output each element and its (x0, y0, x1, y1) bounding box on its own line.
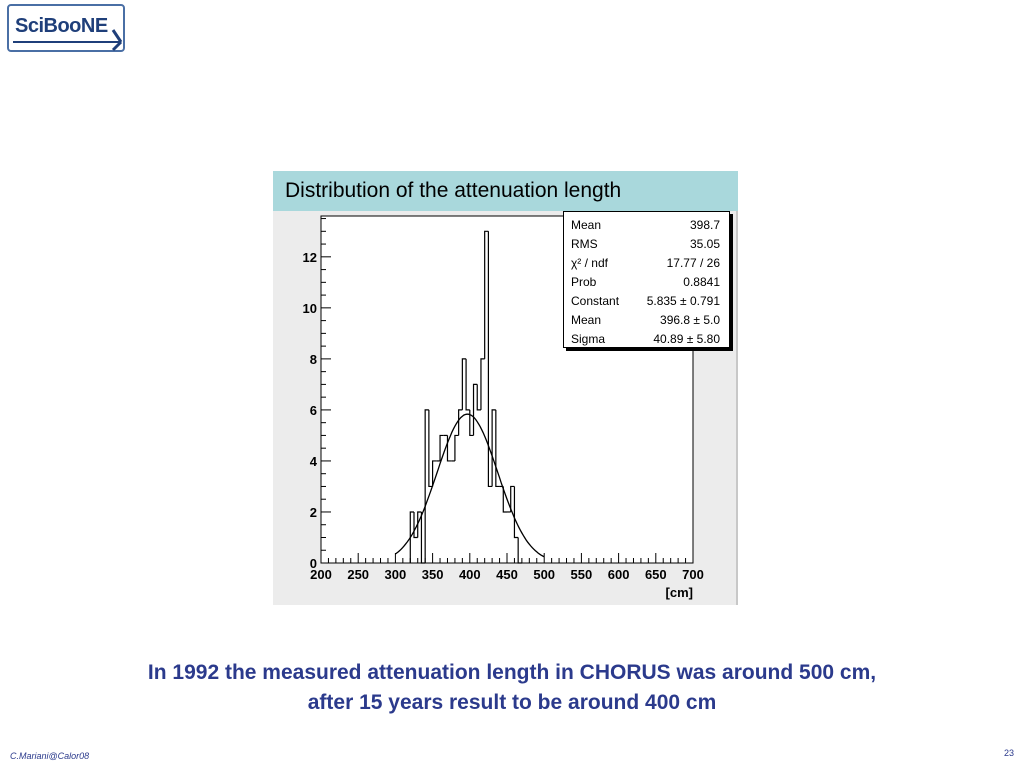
stat-row: Sigma 40.89 ± 5.80 (571, 330, 720, 348)
x-tick-label: 550 (571, 567, 593, 582)
stat-label: Constant (571, 294, 620, 308)
x-axis-label: [cm] (666, 585, 693, 600)
histogram-bin (487, 231, 493, 488)
x-tick-label: 300 (385, 567, 407, 582)
histogram-bin (502, 486, 507, 513)
stat-value: 0.8841 (683, 275, 720, 289)
stat-row: RMS 35.05 (571, 235, 720, 253)
caption-line-2: after 15 years result to be around 400 c… (307, 691, 717, 714)
histogram-bin (476, 384, 481, 411)
histogram-bin (461, 358, 467, 410)
histogram-bin (454, 434, 459, 461)
y-tick-label: 12 (303, 250, 317, 265)
y-tick-label: 6 (310, 403, 317, 418)
x-tick-label: 400 (459, 567, 481, 582)
histogram-bin (458, 409, 463, 436)
stat-value: 17.77 / 26 (666, 256, 720, 270)
stat-row: Mean 398.7 (571, 216, 720, 234)
histogram-bin (495, 409, 500, 488)
histogram-bin (432, 460, 437, 487)
x-tick-label: 650 (645, 567, 667, 582)
stat-label: χ² / ndf (571, 256, 608, 270)
stat-label: Sigma (571, 332, 606, 346)
stat-label: Prob (571, 275, 597, 289)
histogram-bin (484, 230, 489, 359)
histogram-bin (428, 409, 433, 488)
stat-label: RMS (571, 237, 598, 251)
histogram-bin (510, 485, 515, 512)
gaussian-fit-curve (395, 413, 545, 558)
histogram-bin (439, 434, 444, 461)
x-tick-label: 200 (310, 567, 332, 582)
y-tick-label: 10 (303, 301, 317, 316)
histogram-bin (465, 358, 470, 411)
chart-title: Distribution of the attenuation length (273, 171, 738, 211)
x-tick-label: 450 (496, 567, 518, 582)
stat-value: 40.89 ± 5.80 (653, 332, 720, 346)
histogram-bin (513, 486, 519, 539)
histogram-bin (469, 409, 474, 437)
stat-row: Prob 0.8841 (571, 273, 720, 291)
stat-label: Mean (571, 313, 602, 327)
y-tick-label: 4 (310, 454, 318, 469)
y-tick-label: 2 (310, 505, 317, 520)
stat-row: χ² / ndf 17.77 / 26 (571, 254, 720, 272)
x-tick-label: 250 (347, 567, 369, 582)
x-tick-label: 500 (533, 567, 555, 582)
histogram-bin (424, 409, 429, 563)
logo-text: SciBooNE (15, 15, 108, 37)
stat-label: Mean (571, 218, 602, 232)
histogram-bin (413, 511, 418, 539)
stat-value: 398.7 (689, 218, 720, 232)
fit-statistics-box: Mean 398.7 RMS 35.05 χ² / ndf 17.77 / 26 Prob 0… (563, 211, 730, 348)
x-tick-label: 350 (422, 567, 444, 582)
stat-value: 396.8 ± 5.0 (660, 313, 720, 327)
stat-row: Mean 396.8 ± 5.0 (571, 311, 720, 329)
x-tick-label: 700 (682, 567, 704, 582)
y-tick-label: 0 (310, 556, 317, 571)
histogram-bin (417, 511, 422, 538)
logo-arrow-icon (13, 29, 123, 52)
page-number: 23 (1003, 748, 1014, 758)
histogram-bin (491, 409, 496, 487)
sciboone-logo: SciBooNE (7, 4, 125, 52)
stat-row: Constant 5.835 ± 0.791 (571, 292, 720, 310)
x-tick-label: 600 (608, 567, 630, 582)
histogram-bin (409, 511, 414, 563)
histogram-chart: 200 250 300 350 400 450 500 550 600 650 700 0 2 4 6 8 10… (303, 215, 704, 600)
caption-line-1: In 1992 the measured attenuation length … (147, 661, 877, 684)
histogram-bin (517, 537, 522, 564)
footer-author: C.Mariani@Calor08 (10, 751, 90, 761)
histogram-bin (472, 383, 478, 436)
y-tick-label: 8 (310, 352, 317, 367)
stat-value: 35.05 (689, 237, 720, 251)
histogram-bin (420, 511, 426, 564)
stat-value: 5.835 ± 0.791 (646, 294, 720, 308)
histogram-bin (480, 358, 485, 410)
